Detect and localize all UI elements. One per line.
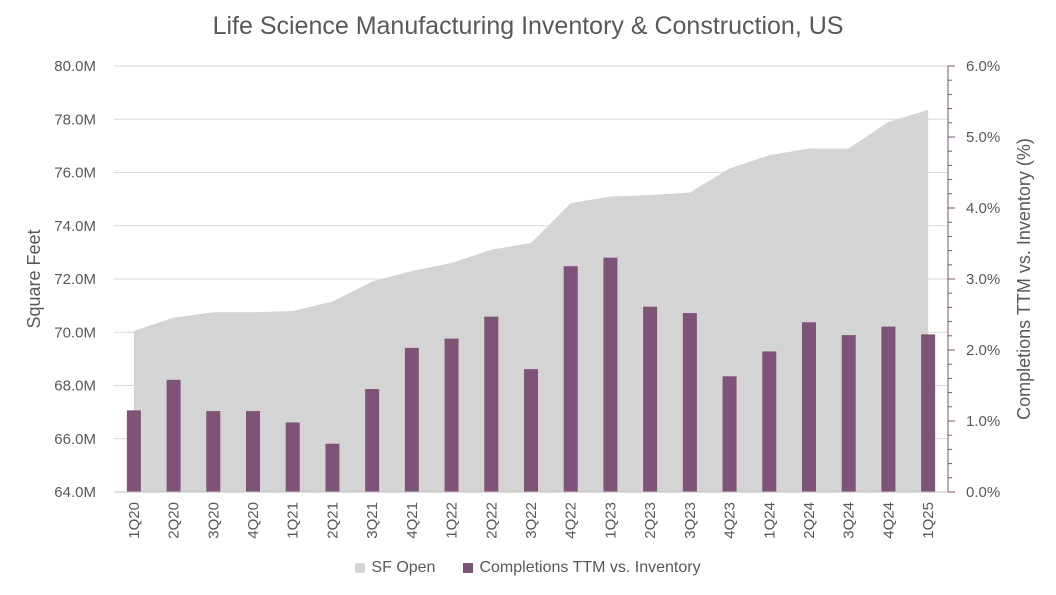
x-tick-label: 1Q25 [920,502,937,539]
bar-series-layer [126,257,936,492]
completions-bar [881,326,896,492]
completions-bar [802,322,816,492]
tick-labels: 64.0M 66.0M 68.0M 70.0M 72.0M 74.0M 76.0M 78.0M… [54,58,1000,539]
legend-swatch-completions [463,563,474,573]
completions-bar [603,257,618,492]
y-tick-label: 80.0M [54,58,96,75]
x-tick-label: 1Q24 [761,502,778,539]
completions-bar [921,334,936,492]
completions-bar [444,338,459,492]
y2-axis-title: Completions TTM vs. Inventory (%) [1014,138,1034,420]
completions-bar [762,351,777,492]
y2-tick-label: 0.0% [966,484,1000,501]
y2-tick-label: 1.0% [966,413,1000,430]
completions-bar [722,376,737,492]
y2-tick-label: 6.0% [966,58,1000,75]
legend-label-sf-open: SF Open [371,559,436,576]
x-tick-label: 1Q23 [602,502,619,539]
axes [114,65,955,493]
legend-label-completions: Completions TTM vs. Inventory [479,559,701,576]
legend-swatch-sf-open [355,563,366,573]
x-tick-label: 4Q24 [880,502,897,539]
y-tick-label: 68.0M [54,378,96,395]
x-tick-label: 3Q22 [523,502,540,539]
completions-bar [166,379,181,492]
legend: SF Open Completions TTM vs. Inventory [0,559,1056,577]
x-tick-label: 1Q22 [444,502,461,539]
y-tick-label: 70.0M [54,324,96,341]
completions-bar [643,306,658,492]
y-tick-label: 72.0M [54,271,96,288]
x-tick-label: 4Q23 [722,502,739,539]
y2-tick-label: 5.0% [966,129,1000,146]
y-tick-label: 78.0M [54,111,96,128]
y2-tick-label: 2.0% [966,342,1000,359]
chart-title: Life Science Manufacturing Inventory & C… [212,12,844,40]
x-tick-label: 4Q21 [404,502,421,539]
y-axis-title: Square Feet [24,229,44,328]
x-tick-label: 2Q21 [324,502,341,539]
x-tick-label: 2Q24 [801,502,818,539]
completions-bar [682,313,697,492]
x-tick-label: 4Q20 [245,502,262,539]
y-tick-label: 76.0M [54,165,96,182]
x-tick-label: 3Q23 [682,502,699,539]
completions-bar [325,443,340,492]
completions-bar [126,410,141,492]
x-tick-label: 1Q21 [285,502,302,539]
completions-bar [365,389,380,492]
x-tick-label: 1Q20 [126,502,143,539]
completions-bar [563,266,578,492]
completions-bar [246,411,260,492]
y-tick-label: 66.0M [54,431,96,448]
x-tick-label: 2Q23 [642,502,659,539]
legend-item-completions: Completions TTM vs. Inventory [463,559,701,577]
completions-bar [484,316,499,492]
x-tick-label: 2Q20 [166,502,183,539]
x-tick-label: 3Q20 [205,502,222,539]
completions-bar [841,335,856,492]
completions-bar [206,411,221,492]
x-tick-label: 4Q22 [563,502,580,539]
x-tick-label: 2Q22 [483,502,500,539]
completions-bar [285,422,300,492]
y2-tick-label: 3.0% [966,271,1000,288]
y2-tick-label: 4.0% [966,200,1000,217]
completions-bar [524,369,538,492]
completions-bar [404,347,419,492]
x-tick-label: 3Q21 [364,502,381,539]
x-tick-label: 3Q24 [841,502,858,539]
y-tick-label: 74.0M [54,218,96,235]
legend-item-sf-open: SF Open [355,559,435,577]
y-tick-label: 64.0M [54,484,96,501]
